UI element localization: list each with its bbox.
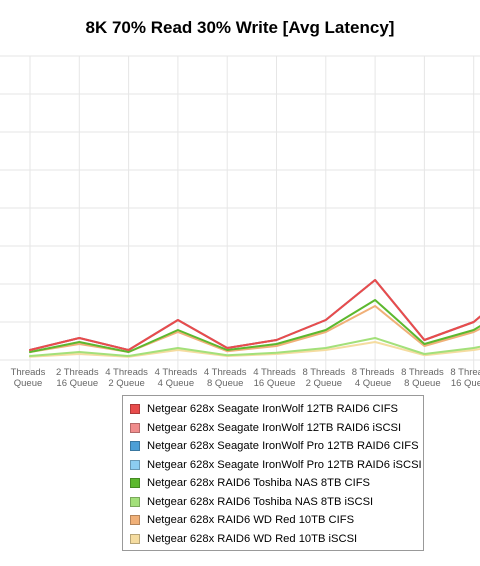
series-line <box>29 299 480 353</box>
legend-label: Netgear 628x RAID6 Toshiba NAS 8TB CIFS <box>147 477 371 490</box>
legend-swatch <box>130 478 140 489</box>
legend-swatch <box>130 496 140 507</box>
legend-label: Netgear 628x Seagate IronWolf Pro 12TB R… <box>147 440 419 453</box>
x-tick-label: 8 Threads <box>302 367 345 378</box>
series-line <box>29 337 480 357</box>
legend-item[interactable]: Netgear 628x Seagate IronWolf Pro 12TB R… <box>123 456 423 475</box>
legend-item[interactable]: Netgear 628x RAID6 Toshiba NAS 8TB iSCSI <box>123 493 423 512</box>
legend-label: Netgear 628x Seagate IronWolf 12TB RAID6… <box>147 403 399 416</box>
legend-label: Netgear 628x RAID6 WD Red 10TB iSCSI <box>147 532 358 545</box>
x-tick-label: Threads <box>11 367 46 378</box>
legend-label: Netgear 628x Seagate IronWolf 12TB RAID6… <box>147 421 402 434</box>
x-tick-label: 4 Threads <box>155 367 198 378</box>
legend-swatch <box>130 441 140 452</box>
legend-swatch <box>130 404 140 415</box>
x-tick-label: 16 Queue <box>56 378 98 389</box>
legend-label: Netgear 628x Seagate IronWolf Pro 12TB R… <box>147 458 422 471</box>
legend-item[interactable]: Netgear 628x RAID6 WD Red 10TB CIFS <box>123 511 423 530</box>
series-line <box>29 279 480 351</box>
x-tick-label: 4 Queue <box>355 378 391 389</box>
series-line <box>29 279 480 351</box>
x-tick-label: 2 Queue <box>108 378 144 389</box>
chart-legend: Netgear 628x Seagate IronWolf 12TB RAID6… <box>122 395 424 551</box>
x-tick-label: Queue <box>14 378 43 389</box>
x-tick-label: 16 Queue <box>254 378 296 389</box>
legend-item[interactable]: Netgear 628x Seagate IronWolf 12TB RAID6… <box>123 400 423 419</box>
x-tick-label: 8 Threads <box>352 367 395 378</box>
x-tick-label: 4 Threads <box>253 367 296 378</box>
x-tick-label: 8 Queue <box>207 378 243 389</box>
x-tick-label: 16 Queue <box>451 378 480 389</box>
chart-title: 8K 70% Read 30% Write [Avg Latency] <box>85 18 395 37</box>
legend-item[interactable]: Netgear 628x RAID6 Toshiba NAS 8TB CIFS <box>123 474 423 493</box>
legend-swatch <box>130 515 140 526</box>
x-tick-label: 2 Threads <box>56 367 99 378</box>
x-tick-label: 4 Queue <box>158 378 194 389</box>
x-tick-label: 4 Threads <box>105 367 148 378</box>
legend-item[interactable]: Netgear 628x Seagate IronWolf 12TB RAID6… <box>123 419 423 438</box>
legend-swatch <box>130 533 140 544</box>
series-line <box>29 305 480 353</box>
legend-swatch <box>130 459 140 470</box>
x-tick-label: 8 Threads <box>450 367 480 378</box>
legend-item[interactable]: Netgear 628x Seagate IronWolf Pro 12TB R… <box>123 437 423 456</box>
legend-item[interactable]: Netgear 628x RAID6 WD Red 10TB iSCSI <box>123 530 423 549</box>
legend-swatch <box>130 422 140 433</box>
x-tick-label: 8 Threads <box>401 367 444 378</box>
legend-label: Netgear 628x RAID6 WD Red 10TB CIFS <box>147 514 355 527</box>
x-tick-label: 8 Queue <box>404 378 440 389</box>
series-line <box>29 279 480 351</box>
series-line <box>29 279 480 351</box>
x-tick-label: 4 Threads <box>204 367 247 378</box>
legend-label: Netgear 628x RAID6 Toshiba NAS 8TB iSCSI <box>147 495 374 508</box>
x-tick-label: 2 Queue <box>306 378 342 389</box>
